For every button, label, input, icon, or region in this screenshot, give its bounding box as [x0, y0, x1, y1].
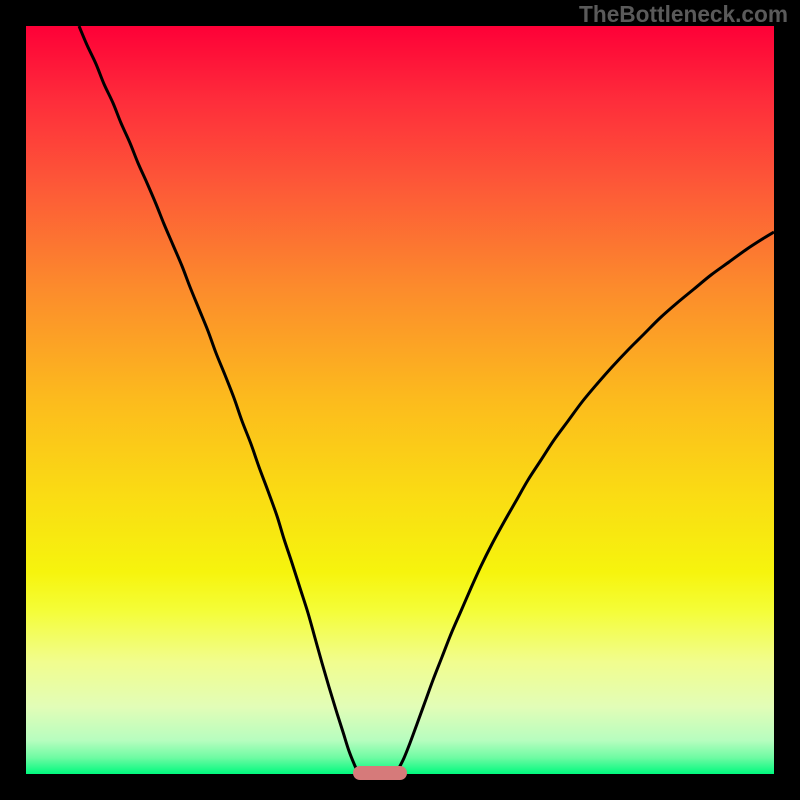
left-curve	[79, 26, 358, 772]
chart-frame: TheBottleneck.com	[0, 0, 800, 800]
plot-area	[26, 26, 774, 774]
watermark-text: TheBottleneck.com	[579, 1, 788, 28]
bottom-marker	[353, 766, 407, 780]
right-curve	[397, 232, 774, 772]
curves-layer	[26, 26, 774, 774]
